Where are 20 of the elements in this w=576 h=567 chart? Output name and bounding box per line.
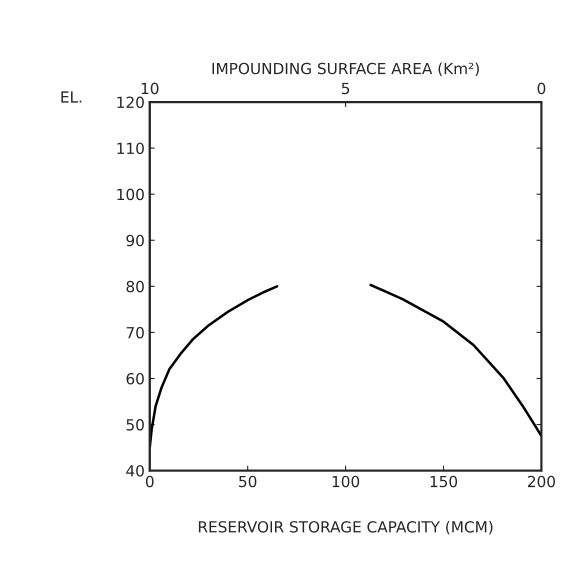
x2-tick-label: 10: [142, 82, 158, 94]
y-tick-label: 70: [126, 326, 144, 338]
x-tick-label: 0: [146, 476, 154, 488]
x2-tick-label: 5: [342, 82, 350, 94]
x2-tick-label: 0: [538, 82, 546, 94]
x-axis-title: RESERVOIR STORAGE CAPACITY (MCM): [198, 520, 492, 534]
y-tick-label: 100: [117, 188, 144, 200]
y-tick-label: 120: [117, 96, 144, 108]
y-tick-label: 60: [126, 372, 144, 384]
y-tick-label: 40: [126, 465, 144, 477]
y-axis-title: EL.: [61, 91, 82, 103]
x-tick-label: 100: [332, 476, 360, 488]
x2-axis-title: IMPOUNDING SURFACE AREA (Km²): [212, 62, 479, 76]
y-tick-label: 50: [126, 419, 144, 431]
x-tick-label: 50: [239, 476, 256, 488]
y-tick-label: 110: [117, 142, 144, 154]
y-tick-label: 90: [126, 234, 144, 246]
x-tick-label: 200: [528, 476, 556, 488]
x-tick-label: 150: [430, 476, 458, 488]
y-tick-label: 80: [126, 280, 144, 292]
